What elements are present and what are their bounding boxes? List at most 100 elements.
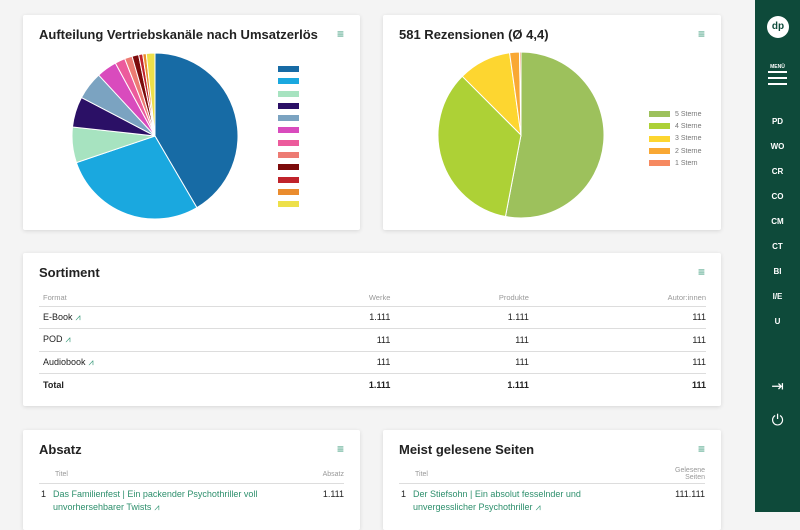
legend-swatch <box>649 160 670 167</box>
format-label: E-Book <box>43 311 73 322</box>
col-header: Werke <box>291 289 391 307</box>
legend-swatch[interactable] <box>278 139 299 146</box>
sortiment-card: Sortiment ≡ Format Werke Produkte Autor:inn… <box>23 253 721 406</box>
channel-slice-1[interactable] <box>75 135 198 220</box>
legend-swatch[interactable] <box>278 66 299 72</box>
legend-label: 2 Sterne <box>675 147 702 155</box>
hamburger-icon[interactable]: ≡ <box>336 27 344 41</box>
sidebar-item-ie[interactable]: I/E <box>772 292 783 301</box>
reviews-card: 581 Rezensionen (Ø 4,4) ≡ 5 Sterne 4 Ster… <box>383 15 721 230</box>
reviews-legend: 5 Sterne 4 Sterne 3 Sterne 2 Sterne 1 Stern <box>649 108 701 169</box>
legend-item[interactable]: 1 Stern <box>649 157 701 169</box>
table-row: Audiobook ⩘ 111 111 111 <box>39 351 706 374</box>
sidebar-item-co[interactable]: CO <box>771 192 784 201</box>
legend-swatch[interactable] <box>278 102 299 109</box>
legend-swatch <box>649 111 670 118</box>
card-title: Aufteilung Vertriebskanäle nach Umsatzer… <box>39 27 318 42</box>
trend-chart-icon[interactable]: ⩘ <box>535 501 541 512</box>
sidebar-item-u[interactable]: U <box>774 317 781 326</box>
logo[interactable]: dp <box>767 16 789 38</box>
review-slice-4[interactable] <box>518 51 522 136</box>
col-header: Titel <box>39 466 307 484</box>
channel-slice-0[interactable] <box>154 52 239 209</box>
review-slice-0[interactable] <box>504 51 605 219</box>
sidebar-item-wo[interactable]: WO <box>770 142 785 151</box>
hamburger-icon[interactable]: ≡ <box>697 265 705 279</box>
value: 1.111 <box>322 488 344 499</box>
channel-slice-11[interactable] <box>145 52 156 137</box>
sidebar-item-ct[interactable]: CT <box>772 242 783 251</box>
value: 111.111 <box>675 488 705 499</box>
legend-swatch[interactable] <box>278 90 299 97</box>
legend-swatch[interactable] <box>278 152 299 159</box>
table-row: 1 Der Stiefsohn | Ein absolut fesselnder … <box>399 483 705 514</box>
table-row: POD ⩘ 111 111 111 <box>39 328 706 352</box>
cell: 1.111 <box>507 380 529 390</box>
gelesen-table: Titel Gelesene Seiten 1 Der Stiefsohn | Ei… <box>399 466 705 514</box>
trend-chart-icon[interactable]: ⩘ <box>88 356 94 367</box>
cell: 111 <box>528 328 706 352</box>
legend-item[interactable]: 2 Sterne <box>649 145 701 157</box>
col-header: Titel <box>399 466 644 484</box>
card-title: Absatz <box>39 442 82 457</box>
card-title: Meist gelesene Seiten <box>399 442 535 457</box>
sidebar-item-cm[interactable]: CM <box>771 217 784 226</box>
col-header: Produkte <box>390 289 529 307</box>
legend-swatch <box>649 135 670 142</box>
hamburger-icon[interactable]: ≡ <box>336 442 344 456</box>
cell: 1.111 <box>390 306 529 329</box>
cell: 1.111 <box>368 380 391 390</box>
trend-chart-icon[interactable]: ⩘ <box>154 501 160 512</box>
gelesen-card: Meist gelesene Seiten ≡ Titel Gelesene Se… <box>383 430 721 530</box>
power-icon[interactable]: ⏻ <box>771 412 784 429</box>
legend-swatch <box>649 148 670 155</box>
legend-label: 1 Stern <box>675 159 698 167</box>
reviews-pie-chart <box>437 51 605 219</box>
col-header: Format <box>39 289 291 307</box>
cell: Total <box>43 380 64 390</box>
legend-swatch[interactable] <box>278 176 299 183</box>
legend-item[interactable]: 3 Sterne <box>649 133 701 145</box>
format-label: Audiobook <box>43 356 86 367</box>
login-icon[interactable]: ⇥ <box>771 378 784 395</box>
rank: 1 <box>401 488 407 499</box>
legend-swatch[interactable] <box>278 127 299 134</box>
table-row: E-Book ⩘ 1.111 1.111 111 <box>39 306 706 329</box>
sidebar-item-bi[interactable]: BI <box>773 267 782 276</box>
legend-swatch[interactable] <box>278 78 299 85</box>
menu-hamburger-icon[interactable] <box>768 71 787 89</box>
sortiment-table: Format Werke Produkte Autor:innen E-Book ⩘ 1.… <box>39 289 706 396</box>
col-header: Autor:innen <box>528 289 706 307</box>
absatz-table: Titel Absatz 1 Das Familienfest | Ein pack… <box>39 466 344 514</box>
legend-swatch[interactable] <box>278 188 299 195</box>
channels-legend <box>278 66 299 214</box>
legend-label: 4 Sterne <box>675 122 702 130</box>
title-link[interactable]: Das Familienfest | Ein packender Psychot… <box>53 488 258 512</box>
legend-swatch <box>649 123 670 130</box>
cell: 111 <box>291 328 391 352</box>
sidebar: dp MENÜ PD WO CR CO CM CT BI I/E U ⇥ ⏻ <box>755 0 800 512</box>
cell: 111 <box>291 351 391 374</box>
legend-swatch[interactable] <box>278 164 299 171</box>
sidebar-item-cr[interactable]: CR <box>771 167 784 176</box>
cell: 111 <box>390 328 529 352</box>
hamburger-icon[interactable]: ≡ <box>697 442 705 456</box>
legend-swatch[interactable] <box>278 115 299 122</box>
card-title: 581 Rezensionen (Ø 4,4) <box>399 27 549 42</box>
sidebar-nav: PD WO CR CO CM CT BI I/E U <box>755 117 800 342</box>
legend-label: 5 Sterne <box>675 110 702 118</box>
rank: 1 <box>41 488 47 499</box>
title-link[interactable]: Der Stiefsohn | Ein absolut fesselnder u… <box>413 488 581 512</box>
cell: 1.111 <box>291 306 391 329</box>
trend-chart-icon[interactable]: ⩘ <box>65 334 71 345</box>
sidebar-item-pd[interactable]: PD <box>771 117 784 126</box>
legend-swatch[interactable] <box>278 201 299 208</box>
legend-item[interactable]: 5 Sterne <box>649 108 701 120</box>
legend-item[interactable]: 4 Sterne <box>649 120 701 132</box>
hamburger-icon[interactable]: ≡ <box>697 27 705 41</box>
review-slice-1[interactable] <box>437 75 522 218</box>
format-label: POD <box>43 334 63 345</box>
cell: 111 <box>528 351 706 374</box>
trend-chart-icon[interactable]: ⩘ <box>75 311 81 322</box>
menu-label: MENÜ <box>770 64 785 70</box>
